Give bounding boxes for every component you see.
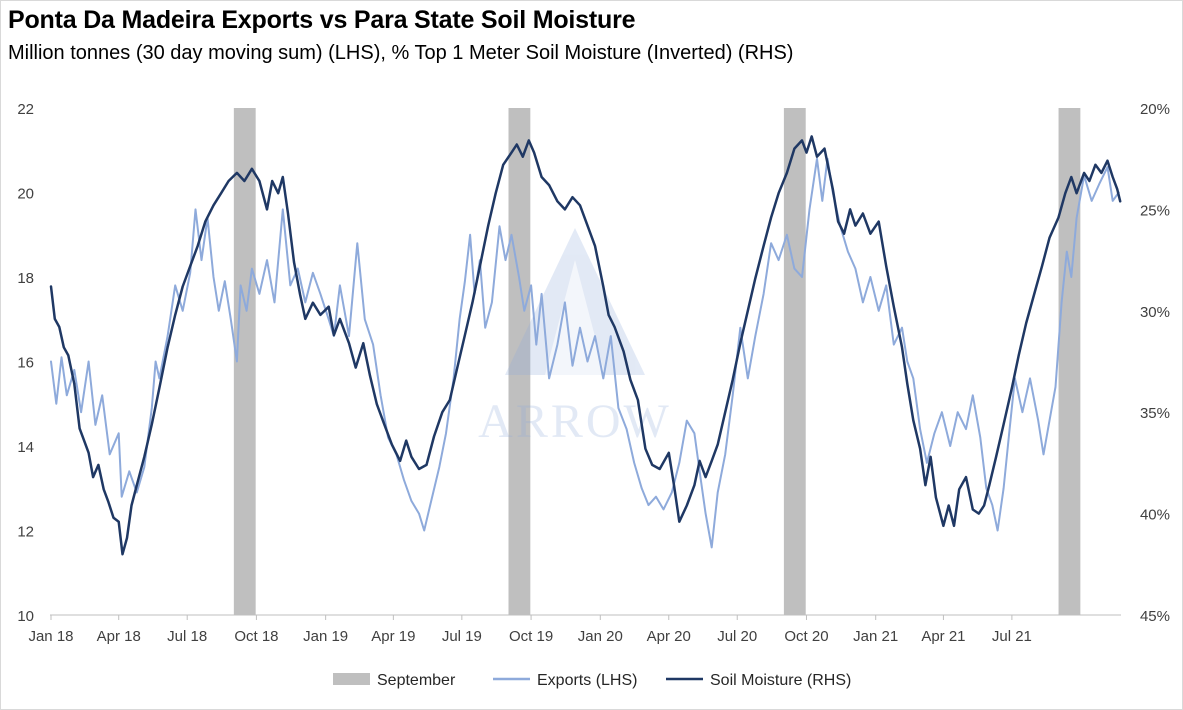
y-right-tick-label: 40% xyxy=(1140,507,1170,524)
chart-title: Ponta Da Madeira Exports vs Para State S… xyxy=(8,6,636,34)
y-left-tick-label: 12 xyxy=(17,524,34,541)
y-right-tick-label: 35% xyxy=(1140,405,1170,422)
y-right-ticks: 20% 25% 30% 35% 40% 45% xyxy=(1140,101,1170,625)
x-tick-label: Jul 20 xyxy=(717,628,757,645)
x-tick-label: Jul 19 xyxy=(442,628,482,645)
series-lines xyxy=(49,135,1122,556)
x-tick-label: Jul 18 xyxy=(167,628,207,645)
x-tick-label: Jan 18 xyxy=(28,628,73,645)
x-tick-label: Oct 20 xyxy=(784,628,828,645)
y-left-tick-label: 10 xyxy=(17,608,34,625)
legend-label: Exports (LHS) xyxy=(537,672,637,689)
legend: September Exports (LHS) Soil Moisture (RHS… xyxy=(333,672,851,689)
x-tick-label: Jul 21 xyxy=(992,628,1032,645)
september-bar-2 xyxy=(508,108,531,615)
y-right-tick-label: 30% xyxy=(1140,304,1170,321)
x-axis-ticks: Jan 18 Apr 18 Jul 18 Oct 18 Jan 19 Apr 19 Jul … xyxy=(28,615,1032,645)
y-left-tick-label: 20 xyxy=(17,186,34,203)
x-tick-label: Oct 19 xyxy=(509,628,553,645)
legend-label: Soil Moisture (RHS) xyxy=(710,672,851,689)
y-right-tick-label: 20% xyxy=(1140,101,1170,118)
y-left-tick-label: 16 xyxy=(17,355,34,372)
arrow-watermark: ARROW xyxy=(478,228,672,448)
watermark-text: ARROW xyxy=(478,395,672,448)
x-tick-label: Jan 21 xyxy=(853,628,898,645)
y-right-tick-label: 25% xyxy=(1140,202,1170,219)
watermark-triangle-inner-icon xyxy=(545,260,605,375)
y-left-tick-label: 22 xyxy=(17,101,34,118)
x-tick-label: Apr 20 xyxy=(647,628,691,645)
x-tick-label: Oct 18 xyxy=(234,628,278,645)
x-tick-label: Jan 20 xyxy=(578,628,623,645)
y-left-tick-label: 14 xyxy=(17,439,34,456)
september-bar-3 xyxy=(783,108,806,615)
legend-label: September xyxy=(377,672,456,689)
y-right-tick-label: 45% xyxy=(1140,608,1170,625)
x-tick-label: Apr 19 xyxy=(371,628,415,645)
legend-swatch-september xyxy=(333,673,370,685)
x-tick-label: Apr 21 xyxy=(921,628,965,645)
x-tick-label: Jan 19 xyxy=(303,628,348,645)
y-left-tick-label: 18 xyxy=(17,270,34,287)
september-bar-1 xyxy=(233,108,256,615)
soil-moisture-line xyxy=(49,135,1122,556)
x-tick-label: Apr 18 xyxy=(97,628,141,645)
september-shading xyxy=(233,108,1081,615)
chart-subtitle: Million tonnes (30 day moving sum) (LHS)… xyxy=(8,42,794,64)
y-left-ticks: 10 12 14 16 18 20 22 xyxy=(17,101,34,625)
exports-line xyxy=(50,157,1120,549)
